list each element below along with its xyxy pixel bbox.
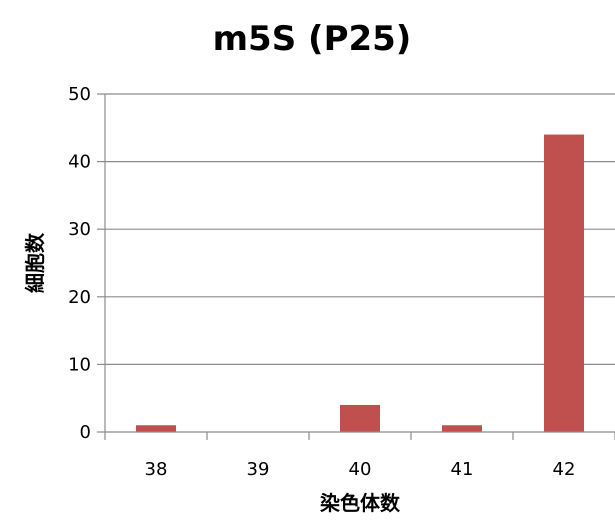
y-tick-label: 30	[68, 219, 91, 240]
y-tick-label: 20	[68, 287, 91, 308]
x-tick-label: 41	[451, 459, 474, 480]
bar-40	[340, 404, 380, 432]
x-axis-label: 染色体数	[320, 491, 401, 515]
y-tick-label: 50	[68, 84, 91, 105]
x-tick-labels: 38 39 40 41 42	[145, 459, 576, 480]
bar-38	[136, 425, 176, 432]
chart-title: m5S (P25)	[213, 19, 412, 59]
x-tick-label: 38	[145, 459, 168, 480]
y-tick-labels: 0 10 20 30 40 50	[68, 84, 91, 443]
x-tick-label: 40	[349, 459, 372, 480]
x-tick-label: 42	[553, 459, 576, 480]
bar-42	[544, 134, 584, 432]
bar-41	[442, 425, 482, 432]
y-tick-label: 0	[80, 422, 91, 443]
y-tick-label: 10	[68, 354, 91, 375]
gridlines	[105, 93, 615, 365]
y-axis-label: 細胞数	[23, 232, 47, 293]
bars	[136, 134, 584, 432]
axes	[97, 93, 615, 440]
x-tick-label: 39	[247, 459, 270, 480]
y-tick-label: 40	[68, 152, 91, 173]
